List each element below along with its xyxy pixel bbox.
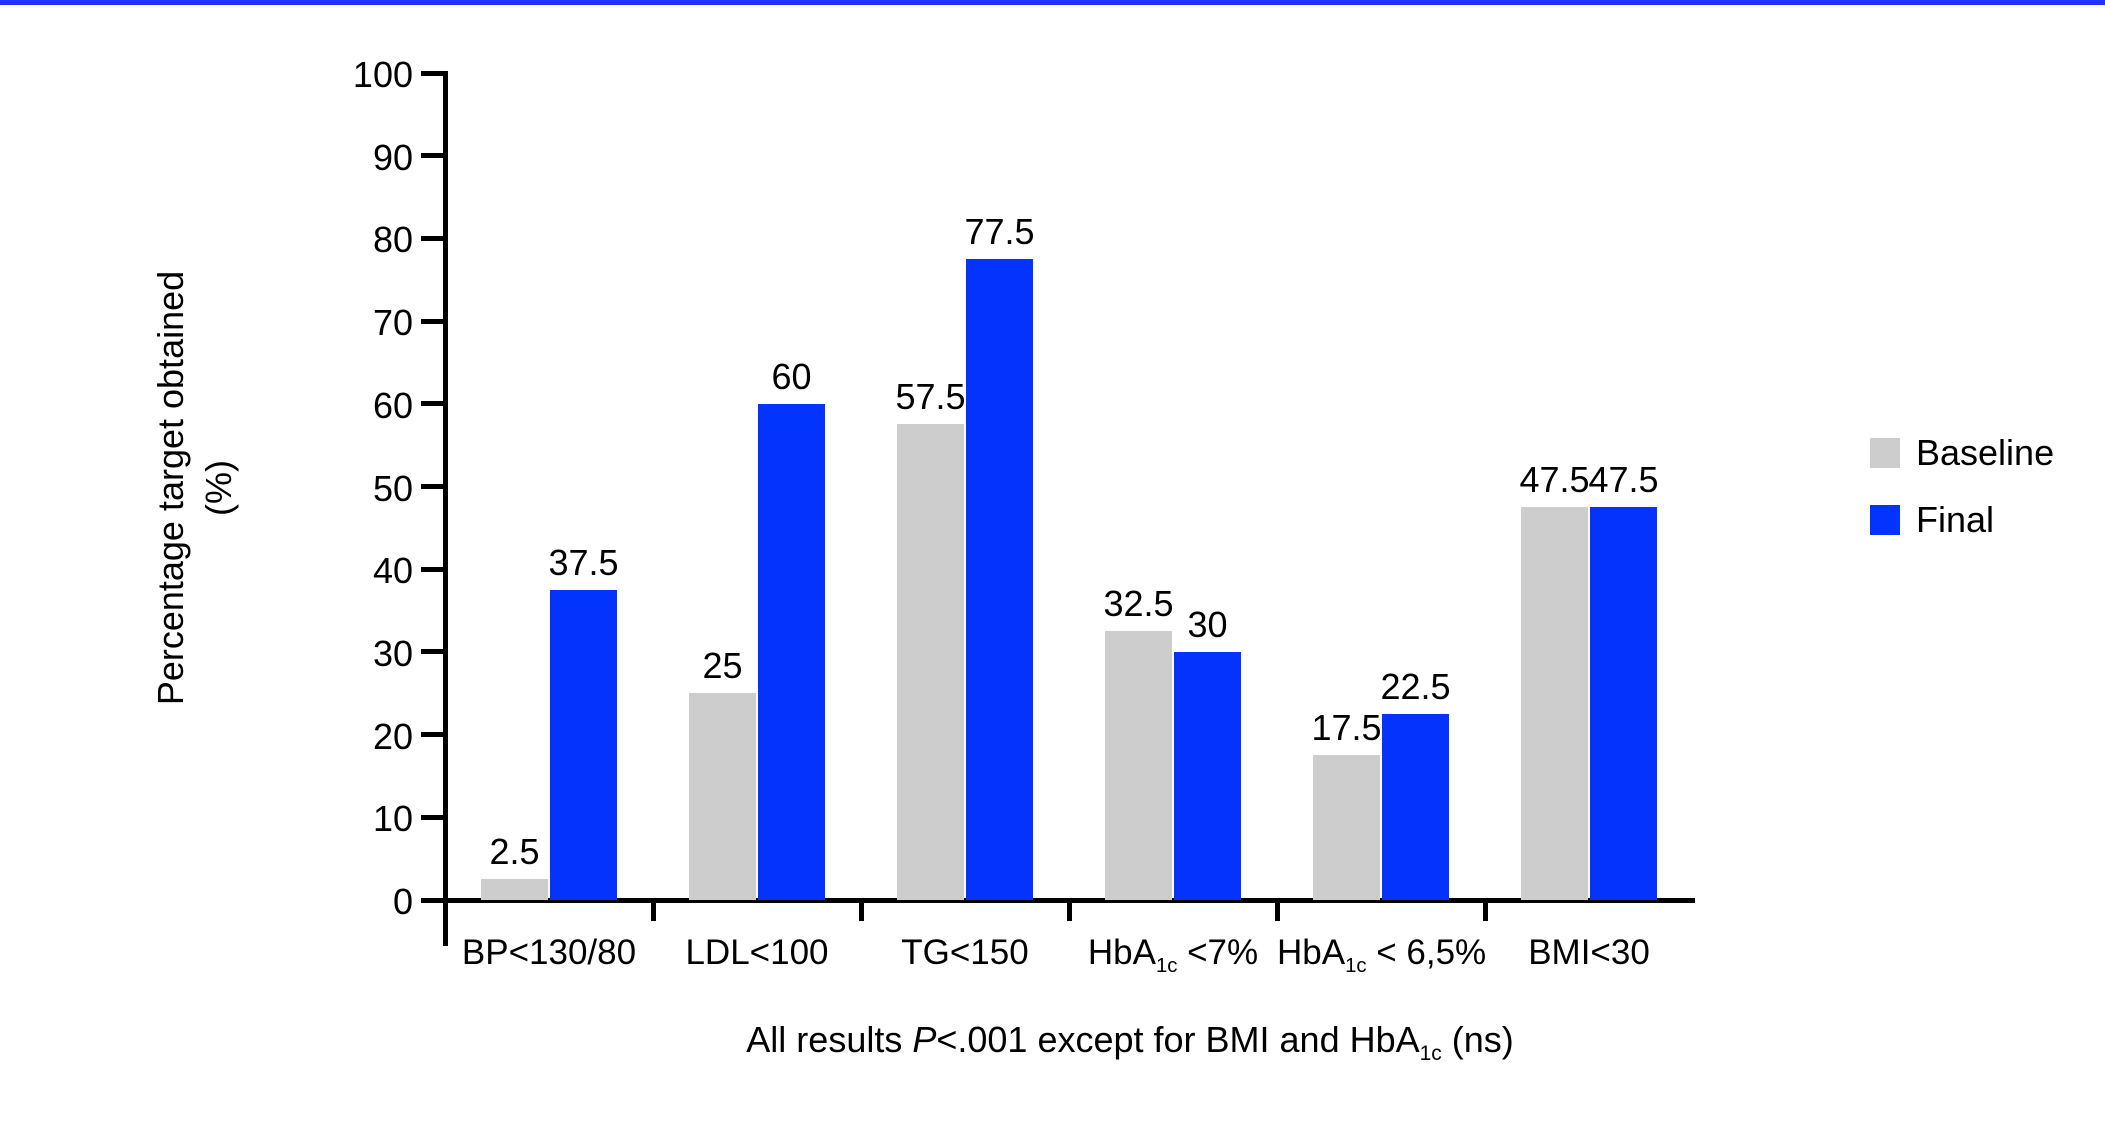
- y-axis-tick: [421, 153, 443, 159]
- y-axis-line: [443, 71, 448, 946]
- legend-swatch-final: [1870, 505, 1900, 535]
- bar-value-label: 47.5: [1519, 459, 1590, 501]
- top-border-rule: [0, 0, 2105, 5]
- x-axis-category-label: BMI<30: [1528, 933, 1650, 972]
- bar-value-label: 47.5: [1588, 459, 1659, 501]
- y-axis-tick-label: 100: [352, 54, 413, 95]
- legend-label: Final: [1916, 499, 1995, 540]
- y-axis-tick-label: 30: [372, 632, 413, 674]
- bar-baseline: [897, 424, 964, 900]
- legend-label: Baseline: [1916, 432, 2055, 473]
- y-axis-tick: [421, 484, 443, 489]
- bar-value-label: 57.5: [895, 376, 966, 418]
- footnote: All results P<.001 except for BMI and Hb…: [746, 1019, 1514, 1066]
- x-axis-tick: [650, 900, 656, 921]
- x-axis-tick: [1066, 900, 1072, 921]
- y-axis-tick-label: 90: [372, 136, 413, 178]
- y-axis-tick: [421, 566, 443, 572]
- bar-baseline: [1521, 507, 1588, 900]
- y-axis-tick-label: 0: [392, 881, 413, 922]
- bar-value-label: 77.5: [964, 211, 1035, 253]
- y-axis-title: Percentage target obtained (%): [147, 58, 243, 918]
- y-axis-tick: [421, 70, 443, 76]
- y-axis-tick-label: 10: [372, 798, 413, 840]
- x-axis-tick: [1482, 900, 1488, 921]
- legend-swatch-baseline: [1870, 438, 1900, 468]
- y-axis-tick: [421, 649, 443, 655]
- y-axis-tick-label: 60: [372, 384, 413, 426]
- x-axis-tick: [1274, 900, 1280, 921]
- bar-baseline: [481, 879, 548, 900]
- bar-baseline: [1105, 631, 1172, 900]
- bar-value-label: 17.5: [1311, 707, 1382, 749]
- bar-final: [966, 259, 1033, 900]
- y-axis-tick: [421, 401, 443, 407]
- bar-final: [1174, 651, 1241, 900]
- bar-final: [1382, 713, 1449, 900]
- x-axis-category-label: BP<130/80: [461, 933, 637, 972]
- bar-baseline: [1313, 755, 1380, 900]
- x-axis-category-label: TG<150: [901, 933, 1029, 972]
- y-axis-tick: [421, 235, 443, 241]
- bar-value-label: 22.5: [1380, 665, 1451, 707]
- bar-final: [550, 589, 617, 900]
- y-axis-tick-label: 70: [372, 302, 413, 344]
- y-axis-tick: [421, 732, 443, 738]
- bar-value-label: 2.5: [489, 831, 540, 873]
- bar-value-label: 60: [771, 355, 812, 397]
- bar-value-label: 37.5: [548, 541, 619, 583]
- bar-value-label: 32.5: [1103, 583, 1174, 625]
- x-axis-category-label: LDL<100: [685, 933, 829, 972]
- y-axis-tick: [421, 318, 443, 324]
- bar-final: [758, 403, 825, 900]
- y-axis-title-line2: (%): [198, 460, 239, 516]
- y-axis-tick-label: 80: [372, 219, 413, 261]
- y-axis-tick: [421, 897, 443, 903]
- y-axis-title-line1: Percentage target obtained: [150, 270, 191, 706]
- x-axis-tick: [858, 900, 864, 921]
- bar-value-label: 30: [1187, 603, 1228, 645]
- y-axis-tick-label: 50: [372, 467, 413, 509]
- bar-value-label: 25: [702, 645, 743, 687]
- bar-baseline: [689, 693, 756, 900]
- bar-final: [1590, 507, 1657, 900]
- x-axis-category-label: HbA1c <7%: [1087, 933, 1259, 977]
- y-axis-tick-label: 20: [372, 715, 413, 757]
- y-axis-tick-label: 40: [372, 550, 413, 592]
- y-axis-tick: [421, 814, 443, 820]
- x-axis-category-label: HbA1c < 6,5%: [1277, 933, 1487, 977]
